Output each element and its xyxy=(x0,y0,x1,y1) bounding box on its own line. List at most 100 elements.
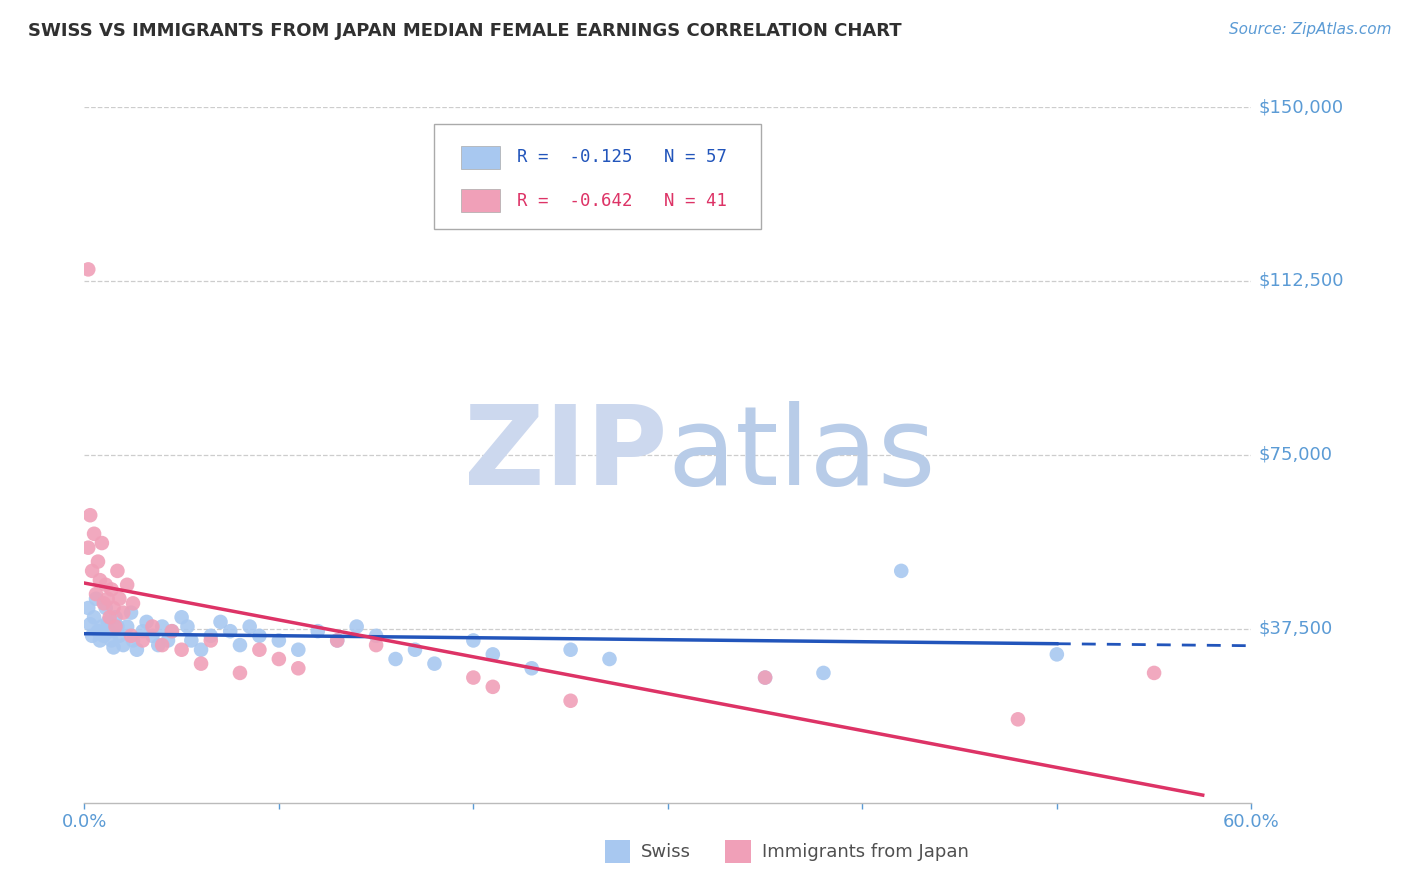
FancyBboxPatch shape xyxy=(461,145,499,169)
Point xyxy=(104,610,127,624)
Text: R =  -0.125   N = 57: R = -0.125 N = 57 xyxy=(517,148,727,166)
FancyBboxPatch shape xyxy=(461,189,499,212)
Point xyxy=(84,587,107,601)
Point xyxy=(209,615,232,629)
Point xyxy=(326,633,349,648)
Point xyxy=(754,671,776,685)
Point xyxy=(115,578,138,592)
Point xyxy=(84,591,107,606)
Point xyxy=(150,619,173,633)
Point xyxy=(120,606,142,620)
Point xyxy=(481,680,505,694)
Text: $37,500: $37,500 xyxy=(1258,620,1333,638)
Point xyxy=(83,526,105,541)
Text: SWISS VS IMMIGRANTS FROM JAPAN MEDIAN FEMALE EARNINGS CORRELATION CHART: SWISS VS IMMIGRANTS FROM JAPAN MEDIAN FE… xyxy=(28,22,901,40)
Point xyxy=(108,629,131,643)
Point xyxy=(754,671,776,685)
Point xyxy=(156,633,179,648)
Point xyxy=(247,642,270,657)
Text: Swiss: Swiss xyxy=(641,843,692,861)
Point xyxy=(180,633,202,648)
Point xyxy=(77,262,100,277)
Point xyxy=(97,615,120,629)
Point xyxy=(103,640,125,655)
Point xyxy=(481,648,505,662)
Point xyxy=(176,619,198,633)
Point xyxy=(107,564,129,578)
Point xyxy=(132,624,155,639)
Point xyxy=(384,652,406,666)
Point xyxy=(115,619,138,633)
Point xyxy=(267,652,290,666)
Point xyxy=(160,624,183,639)
Point xyxy=(423,657,446,671)
Point xyxy=(200,629,222,643)
Point xyxy=(1007,712,1029,726)
Point xyxy=(107,619,129,633)
Point xyxy=(135,615,157,629)
Point xyxy=(463,671,485,685)
Point xyxy=(132,633,155,648)
Point xyxy=(104,619,127,633)
Point xyxy=(560,694,582,708)
Point xyxy=(463,633,485,648)
Point xyxy=(346,619,368,633)
Point xyxy=(326,633,349,648)
Point xyxy=(1046,648,1069,662)
Point xyxy=(190,657,212,671)
Point xyxy=(229,665,252,680)
Point xyxy=(100,633,122,648)
Point xyxy=(366,638,388,652)
Text: ZIP: ZIP xyxy=(464,401,668,508)
Text: $150,000: $150,000 xyxy=(1258,98,1344,116)
Point xyxy=(890,564,912,578)
Point xyxy=(170,642,193,657)
Point xyxy=(287,642,309,657)
Text: $75,000: $75,000 xyxy=(1258,446,1333,464)
Point xyxy=(122,633,145,648)
Point xyxy=(404,642,426,657)
Point xyxy=(560,642,582,657)
Point xyxy=(599,652,621,666)
Point xyxy=(125,642,148,657)
Point xyxy=(239,619,262,633)
Point xyxy=(190,642,212,657)
Point xyxy=(247,629,270,643)
Point xyxy=(122,596,145,610)
Point xyxy=(98,624,121,639)
Point xyxy=(100,582,122,597)
Point xyxy=(94,578,117,592)
Text: atlas: atlas xyxy=(668,401,936,508)
Point xyxy=(170,610,193,624)
Point xyxy=(79,508,101,523)
Point xyxy=(90,619,112,633)
Point xyxy=(97,591,120,606)
Point xyxy=(94,601,117,615)
Point xyxy=(141,629,163,643)
Point xyxy=(120,629,142,643)
Point xyxy=(82,564,104,578)
Point xyxy=(112,606,135,620)
Point xyxy=(287,661,309,675)
Point xyxy=(148,638,170,652)
Text: R =  -0.642   N = 41: R = -0.642 N = 41 xyxy=(517,192,727,210)
Point xyxy=(813,665,835,680)
Point xyxy=(1143,665,1166,680)
Point xyxy=(141,619,163,633)
Point xyxy=(87,555,110,569)
Point xyxy=(103,601,125,615)
Text: Immigrants from Japan: Immigrants from Japan xyxy=(762,843,969,861)
Point xyxy=(366,629,388,643)
Point xyxy=(307,624,329,639)
FancyBboxPatch shape xyxy=(434,124,761,229)
Point xyxy=(112,638,135,652)
Point xyxy=(87,624,110,639)
Text: Source: ZipAtlas.com: Source: ZipAtlas.com xyxy=(1229,22,1392,37)
Point xyxy=(520,661,543,675)
Point xyxy=(160,624,183,639)
Point xyxy=(89,573,111,587)
Point xyxy=(93,629,115,643)
Point xyxy=(150,638,173,652)
Text: $112,500: $112,500 xyxy=(1258,272,1344,290)
Point xyxy=(89,633,111,648)
